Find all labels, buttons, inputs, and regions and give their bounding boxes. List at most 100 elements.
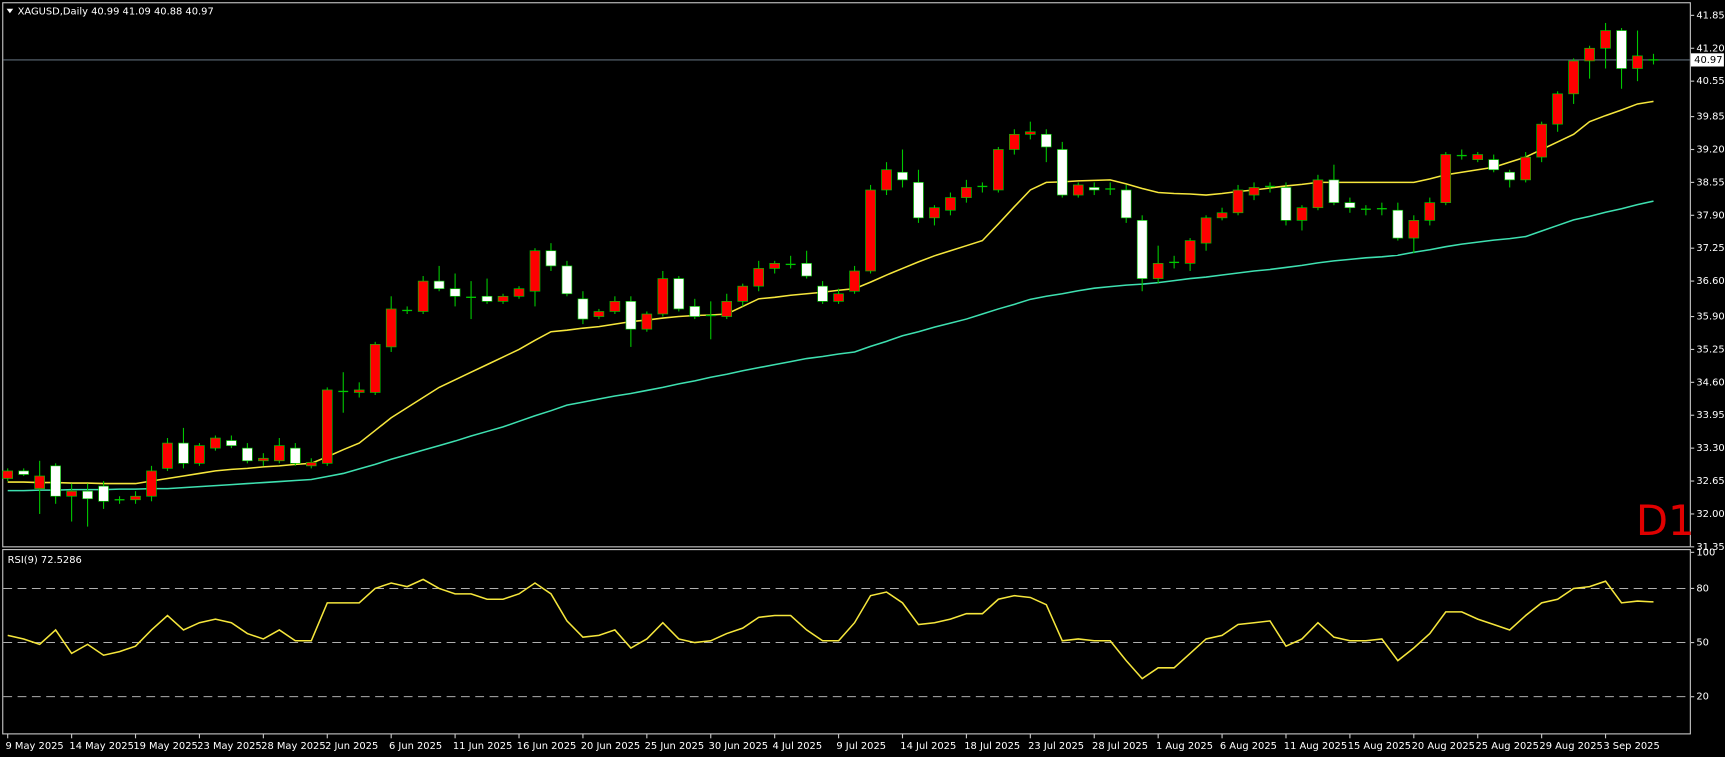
- candle-body: [513, 288, 525, 297]
- x-tick-label: 29 Aug 2025: [1539, 741, 1602, 752]
- candle-body: [1536, 123, 1547, 158]
- x-tick-label: 9 Jul 2025: [836, 741, 886, 752]
- candle-body: [801, 263, 812, 277]
- y-tick-label: 40.55: [1696, 76, 1724, 87]
- candle-body: [1632, 55, 1643, 69]
- candle-body: [625, 301, 637, 330]
- candle-body: [833, 293, 844, 302]
- candle-body: [1408, 220, 1420, 239]
- candle-body: [1440, 154, 1452, 203]
- candle-body: [689, 306, 701, 317]
- price-tag: [1690, 53, 1724, 67]
- candle-body: [1568, 60, 1579, 95]
- x-tick-label: 11 Aug 2025: [1284, 741, 1347, 752]
- candle-body: [1504, 171, 1515, 181]
- candle-body: [1552, 93, 1563, 125]
- candle-body: [1280, 187, 1292, 221]
- y-tick-label: 35.90: [1696, 312, 1724, 323]
- candle-body: [673, 278, 685, 310]
- candle-body: [497, 295, 509, 302]
- candle-body: [545, 250, 557, 267]
- x-tick-label: 25 Aug 2025: [1476, 741, 1539, 752]
- timeframe-label: D1: [1636, 496, 1695, 545]
- y-tick-label: 33.30: [1696, 443, 1724, 454]
- candle-body: [290, 447, 301, 464]
- candle-body: [194, 445, 205, 464]
- candle-body: [1072, 184, 1084, 196]
- candle-body: [817, 285, 828, 302]
- candle-body: [274, 445, 285, 462]
- rsi-tick-label: 20: [1696, 692, 1709, 703]
- candle-body: [1488, 159, 1499, 171]
- x-tick-label: 6 Aug 2025: [1220, 741, 1277, 752]
- candle-body: [1616, 30, 1627, 69]
- candle-body: [753, 268, 764, 287]
- candle-body: [881, 169, 892, 191]
- candle-body: [449, 288, 461, 297]
- candle-body: [1057, 149, 1068, 196]
- candle-body: [657, 278, 669, 315]
- x-tick-label: 14 Jul 2025: [900, 741, 956, 752]
- candle-body: [66, 490, 77, 497]
- candle-body: [1344, 202, 1356, 209]
- x-tick-label: 20 Aug 2025: [1412, 741, 1475, 752]
- candle-body: [913, 182, 924, 219]
- candle-body: [1520, 156, 1531, 181]
- menu-arrow[interactable]: [6, 8, 14, 14]
- candle-body: [561, 265, 573, 295]
- candle-body: [353, 389, 365, 393]
- candle-body: [929, 207, 940, 219]
- candle-body: [50, 465, 61, 497]
- candle-body: [961, 187, 972, 198]
- y-tick-label: 37.90: [1696, 210, 1724, 221]
- y-tick-label: 41.20: [1696, 43, 1724, 54]
- candle-body: [385, 308, 397, 348]
- rsi-tick-label: 50: [1696, 638, 1709, 649]
- x-tick-label: 28 May 2025: [261, 741, 325, 752]
- x-tick-label: 20 Jun 2025: [581, 741, 640, 752]
- x-tick-label: 4 Jul 2025: [772, 741, 822, 752]
- y-tick-label: 41.85: [1696, 10, 1724, 21]
- candle-body: [258, 457, 269, 462]
- y-tick-label: 34.60: [1696, 377, 1724, 388]
- candle-body: [1025, 131, 1036, 135]
- rsi-line: [7, 578, 1654, 680]
- candle-body: [1152, 263, 1164, 279]
- x-tick-label: 15 Aug 2025: [1348, 741, 1411, 752]
- x-tick-label: 11 Jun 2025: [453, 741, 512, 752]
- moving-average: [7, 100, 1654, 485]
- candle-body: [1041, 133, 1052, 148]
- candle-body: [130, 495, 141, 501]
- y-tick-label: 39.85: [1696, 112, 1724, 123]
- candle-body: [1600, 30, 1611, 49]
- candle-body: [1248, 187, 1260, 196]
- candle-body: [1232, 189, 1244, 214]
- candle-body: [18, 470, 29, 475]
- rsi-frame: [2, 549, 1691, 735]
- candle-body: [433, 280, 445, 290]
- candle-body: [1392, 209, 1404, 239]
- candle-body: [321, 389, 333, 464]
- candle-body: [1472, 154, 1484, 160]
- candle-body: [369, 344, 381, 393]
- rsi-tick-label: 100: [1696, 547, 1715, 558]
- y-tick-label: 35.25: [1696, 344, 1724, 355]
- candle-body: [2, 470, 13, 479]
- x-tick-label: 23 Jul 2025: [1028, 741, 1084, 752]
- candle-body: [1120, 189, 1132, 219]
- candle-body: [226, 440, 237, 446]
- x-tick-label: 16 Jun 2025: [517, 741, 576, 752]
- chart-title: XAGUSD,Daily 40.99 41.09 40.88 40.97: [18, 7, 214, 18]
- candle-body: [769, 263, 780, 269]
- candle-body: [162, 442, 173, 469]
- y-tick-label: 32.65: [1696, 476, 1724, 487]
- candle-body: [242, 447, 253, 462]
- candle-body: [178, 442, 189, 464]
- candle-body: [529, 250, 541, 292]
- y-tick-label: 31.35: [1696, 542, 1724, 553]
- x-tick-label: 1 Aug 2025: [1156, 741, 1213, 752]
- y-tick-label: 32.00: [1696, 509, 1724, 520]
- candle-body: [210, 437, 221, 449]
